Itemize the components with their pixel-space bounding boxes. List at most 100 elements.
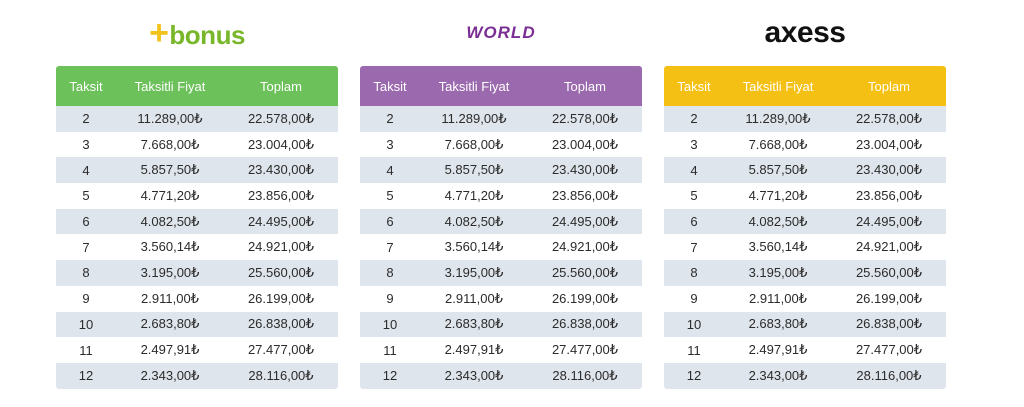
table-row: 3 7.668,00₺ 23.004,00₺: [360, 131, 642, 158]
table-row: 12 2.343,00₺ 28.116,00₺: [56, 362, 338, 389]
installment-count-cell: 6: [360, 208, 420, 235]
installment-count-cell: 12: [360, 362, 420, 389]
installment-price-cell: 2.343,00₺: [116, 362, 224, 389]
table-row: 9 2.911,00₺ 26.199,00₺: [664, 285, 946, 312]
installment-price-cell: 2.497,91₺: [116, 337, 224, 363]
table-row: 6 4.082,50₺ 24.495,00₺: [56, 208, 338, 235]
table-row: 12 2.343,00₺ 28.116,00₺: [360, 362, 642, 389]
installment-count-cell: 5: [360, 183, 420, 209]
table-row: 11 2.497,91₺ 27.477,00₺: [360, 337, 642, 363]
table-row: 10 2.683,80₺ 26.838,00₺: [360, 311, 642, 338]
table-row: 10 2.683,80₺ 26.838,00₺: [56, 311, 338, 338]
installment-price-cell: 3.560,14₺: [420, 234, 528, 261]
installment-count-cell: 4: [360, 157, 420, 184]
installment-count-cell: 12: [56, 362, 116, 389]
axess-logo: axess: [764, 16, 846, 49]
total-price-cell: 25.560,00₺: [528, 260, 642, 286]
table-row: 8 3.195,00₺ 25.560,00₺: [360, 260, 642, 286]
table-header-row: Taksit Taksitli Fiyat Toplam: [56, 66, 338, 106]
installment-count-cell: 3: [56, 131, 116, 158]
installment-count-cell: 3: [360, 131, 420, 158]
installment-price-cell: 2.911,00₺: [420, 285, 528, 312]
installment-count-cell: 3: [664, 131, 724, 158]
bonus-panel: +bonus Taksit Taksitli Fiyat Toplam 2 11.289…: [56, 0, 338, 389]
total-price-cell: 26.838,00₺: [528, 311, 642, 338]
total-price-cell: 24.495,00₺: [528, 208, 642, 235]
column-header: Taksit: [56, 66, 116, 106]
installment-count-cell: 10: [56, 311, 116, 338]
installment-count-cell: 5: [664, 183, 724, 209]
column-header: Taksit: [360, 66, 420, 106]
table-row: 9 2.911,00₺ 26.199,00₺: [360, 285, 642, 312]
table-row: 11 2.497,91₺ 27.477,00₺: [664, 337, 946, 363]
bonus-plus-icon: +: [149, 13, 169, 52]
total-price-cell: 27.477,00₺: [832, 337, 946, 363]
total-price-cell: 24.495,00₺: [832, 208, 946, 235]
table-row: 10 2.683,80₺ 26.838,00₺: [664, 311, 946, 338]
table-row: 4 5.857,50₺ 23.430,00₺: [360, 157, 642, 184]
axess-installment-table: Taksit Taksitli Fiyat Toplam 2 11.289,00₺ 22.…: [664, 66, 946, 389]
installment-price-cell: 2.911,00₺: [724, 285, 832, 312]
installment-count-cell: 2: [56, 106, 116, 132]
table-row: 6 4.082,50₺ 24.495,00₺: [360, 208, 642, 235]
axess-panel: axess Taksit Taksitli Fiyat Toplam 2 11.289,…: [664, 0, 946, 389]
column-header: Toplam: [528, 66, 642, 106]
table-row: 7 3.560,14₺ 24.921,00₺: [56, 234, 338, 261]
column-header: Taksitli Fiyat: [116, 66, 224, 106]
total-price-cell: 28.116,00₺: [832, 362, 946, 389]
total-price-cell: 26.838,00₺: [224, 311, 338, 338]
installment-price-cell: 4.771,20₺: [420, 183, 528, 209]
total-price-cell: 27.477,00₺: [224, 337, 338, 363]
table-row: 4 5.857,50₺ 23.430,00₺: [664, 157, 946, 184]
table-row: 8 3.195,00₺ 25.560,00₺: [664, 260, 946, 286]
column-header: Taksitli Fiyat: [420, 66, 528, 106]
table-row: 2 11.289,00₺ 22.578,00₺: [56, 106, 338, 132]
table-row: 8 3.195,00₺ 25.560,00₺: [56, 260, 338, 286]
installment-price-cell: 3.195,00₺: [116, 260, 224, 286]
installment-price-cell: 4.771,20₺: [116, 183, 224, 209]
installment-count-cell: 4: [664, 157, 724, 184]
column-header: Taksitli Fiyat: [724, 66, 832, 106]
installment-count-cell: 9: [664, 285, 724, 312]
installment-count-cell: 9: [56, 285, 116, 312]
total-price-cell: 26.838,00₺: [832, 311, 946, 338]
installment-count-cell: 11: [664, 337, 724, 363]
installment-count-cell: 5: [56, 183, 116, 209]
installment-count-cell: 6: [56, 208, 116, 235]
total-price-cell: 24.921,00₺: [832, 234, 946, 261]
installment-price-cell: 7.668,00₺: [724, 131, 832, 158]
installment-price-cell: 2.497,91₺: [420, 337, 528, 363]
installment-price-cell: 3.195,00₺: [724, 260, 832, 286]
total-price-cell: 24.921,00₺: [528, 234, 642, 261]
bonus-logo: +bonus: [149, 13, 245, 52]
bonus-installment-table: Taksit Taksitli Fiyat Toplam 2 11.289,00₺ 22.…: [56, 66, 338, 389]
installment-count-cell: 7: [56, 234, 116, 261]
installment-price-cell: 5.857,50₺: [420, 157, 528, 184]
installment-price-cell: 11.289,00₺: [420, 106, 528, 132]
installment-count-cell: 8: [56, 260, 116, 286]
installment-count-cell: 10: [664, 311, 724, 338]
installment-count-cell: 7: [360, 234, 420, 261]
installment-price-cell: 5.857,50₺: [724, 157, 832, 184]
installment-price-cell: 11.289,00₺: [116, 106, 224, 132]
total-price-cell: 26.199,00₺: [832, 285, 946, 312]
installment-count-cell: 9: [360, 285, 420, 312]
table-row: 2 11.289,00₺ 22.578,00₺: [360, 106, 642, 132]
total-price-cell: 28.116,00₺: [528, 362, 642, 389]
installment-price-cell: 3.560,14₺: [116, 234, 224, 261]
installment-price-cell: 2.683,80₺: [116, 311, 224, 338]
installment-count-cell: 8: [360, 260, 420, 286]
total-price-cell: 26.199,00₺: [528, 285, 642, 312]
installment-price-cell: 7.668,00₺: [420, 131, 528, 158]
total-price-cell: 23.856,00₺: [832, 183, 946, 209]
table-header-row: Taksit Taksitli Fiyat Toplam: [664, 66, 946, 106]
total-price-cell: 24.495,00₺: [224, 208, 338, 235]
installment-price-cell: 4.082,50₺: [724, 208, 832, 235]
installment-price-cell: 4.082,50₺: [420, 208, 528, 235]
world-installment-table: Taksit Taksitli Fiyat Toplam 2 11.289,00₺ 22.…: [360, 66, 642, 389]
total-price-cell: 23.430,00₺: [832, 157, 946, 184]
total-price-cell: 23.004,00₺: [832, 131, 946, 158]
table-row: 5 4.771,20₺ 23.856,00₺: [664, 183, 946, 209]
installment-price-cell: 2.497,91₺: [724, 337, 832, 363]
table-row: 7 3.560,14₺ 24.921,00₺: [360, 234, 642, 261]
